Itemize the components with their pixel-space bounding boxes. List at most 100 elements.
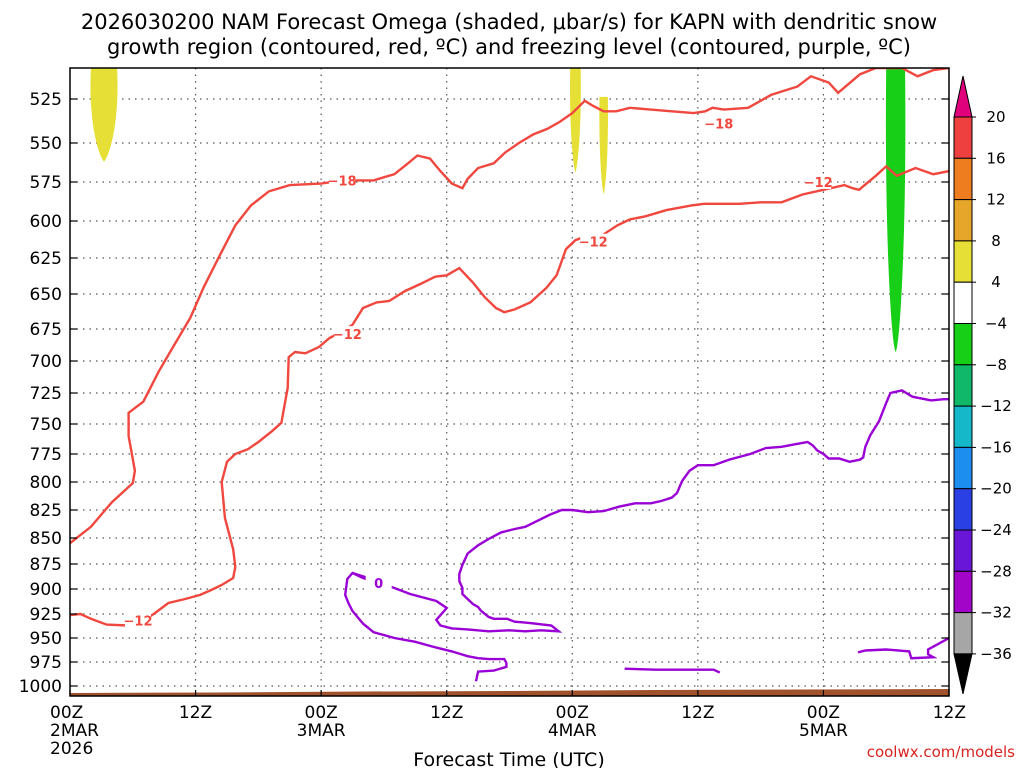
freezing-level-contour-line (624, 667, 721, 674)
gridlines (70, 68, 949, 696)
y-tick-label: 975 (30, 653, 62, 673)
colorbar-tick-label: −24 (980, 521, 1012, 539)
contour-label: −12 (124, 615, 153, 630)
contour-label: −12 (333, 328, 362, 343)
colorbar-tick-label: −16 (980, 438, 1012, 456)
y-tick-label: 950 (30, 629, 62, 649)
x-tick-label: 00Z (556, 703, 589, 723)
contour-labels: −18 −18 −12 −12 −12 −12 0 (124, 115, 833, 630)
contour-label-bg (334, 326, 361, 342)
x-tick-label: 12Z (430, 703, 463, 723)
colorbar-bin (953, 612, 973, 655)
chart-title-line-2: growth region (contoured, red, ºC) and f… (107, 35, 911, 59)
colorbar-bin (953, 570, 973, 614)
colorbar-tick-label: −36 (980, 645, 1012, 663)
y-tick-label: 650 (30, 285, 62, 305)
x-tick-label: 00Z (50, 703, 83, 723)
colorbar-bin (953, 446, 973, 490)
colorbar-bin (953, 405, 973, 448)
colorbar-bin (953, 116, 973, 159)
contour-label-bg (125, 612, 152, 628)
colorbar-tick-label: 20 (986, 108, 1005, 126)
plot-area (70, 68, 949, 696)
x-tick-label: 2MAR (50, 721, 99, 741)
y-tick-label: 625 (30, 249, 62, 269)
omega-shaded-region (90, 68, 118, 162)
colorbar-tick-label: −32 (980, 604, 1012, 622)
y-tick-label: 850 (30, 529, 62, 549)
x-tick-label: 4MAR (548, 721, 597, 741)
contour-label: −12 (804, 176, 833, 191)
colorbar-tick-label: −12 (980, 397, 1012, 415)
x-tick-label: 2026 (50, 739, 93, 759)
x-tick-label: 00Z (305, 703, 338, 723)
contour-label: −18 (328, 174, 357, 189)
contour-label-bg (805, 174, 832, 189)
omega-shaded-region (599, 96, 609, 195)
y-tick-label: 525 (30, 90, 62, 110)
y-tick-label: 675 (30, 320, 62, 340)
y-tick-label: 725 (30, 384, 62, 404)
colorbar-tick-label: −28 (980, 562, 1012, 580)
colorbar-tick-label: −4 (985, 315, 1007, 333)
terrain-surface (70, 689, 949, 696)
y-tick-label: 925 (30, 605, 62, 625)
colorbar-bin (953, 281, 973, 325)
colorbar-top-arrow (953, 75, 973, 118)
chart-title-line-1: 2026030200 NAM Forecast Omega (shaded, μ… (81, 10, 937, 34)
colorbar-tick-label: −20 (980, 480, 1012, 498)
omega-shaded-region (570, 68, 581, 173)
freezing-level-contour-line (857, 636, 949, 660)
contour-label-bg (329, 172, 356, 188)
x-tick-label: 12Z (681, 703, 714, 723)
omega-colorbar: 20 16 12 8 4 −4 −8 −12 −16 −20 −24 −28 −32 −36 (953, 75, 1012, 695)
colorbar-bin (953, 364, 973, 407)
y-tick-label: 775 (30, 445, 62, 465)
colorbar-bin (953, 240, 973, 283)
freezing-level-contour-line (351, 389, 949, 633)
colorbar-bin (953, 488, 973, 531)
x-tick-label: 00Z (807, 703, 840, 723)
y-tick-label: 700 (30, 352, 62, 372)
source-credit: coolwx.com/models (867, 743, 1015, 761)
contour-label: 0 (374, 577, 383, 592)
x-axis-label: Forecast Time (UTC) (413, 749, 604, 768)
pressure-axis: 525 550 575 600 625 650 675 700 725 750 775 800 825 8… (19, 90, 949, 697)
dgz-contour-line (70, 164, 949, 627)
contour-label-bg (705, 115, 732, 131)
colorbar-tick-label: −8 (985, 356, 1007, 374)
colorbar-tick-label: 12 (986, 191, 1005, 209)
freezing-level-contour-line (343, 571, 508, 682)
y-tick-label: 575 (30, 173, 62, 193)
y-tick-label: 750 (30, 415, 62, 435)
colorbar-bin (953, 323, 973, 366)
contour-label-bg (580, 233, 607, 249)
colorbar-bin (953, 157, 973, 201)
y-tick-label: 900 (30, 580, 62, 600)
contour-label-bg (365, 575, 392, 590)
x-tick-label: 12Z (933, 703, 966, 723)
omega-shading (90, 68, 906, 353)
colorbar-tick-label: 8 (991, 232, 1001, 250)
plot-frame (69, 67, 950, 697)
colorbar-tick-label: 16 (986, 149, 1005, 167)
contour-label: −12 (579, 236, 608, 251)
dgz-contour-line (70, 68, 949, 545)
y-tick-label: 550 (30, 134, 62, 154)
y-tick-label: 800 (30, 473, 62, 493)
colorbar-bin (953, 199, 973, 242)
y-tick-label: 1000 (19, 677, 62, 697)
x-tick-label: 12Z (179, 703, 212, 723)
y-tick-label: 875 (30, 555, 62, 575)
x-tick-label: 3MAR (297, 721, 346, 741)
colorbar-tick-label: 4 (991, 273, 1001, 291)
colorbar-bin (953, 529, 973, 572)
x-tick-label: 5MAR (799, 721, 848, 741)
omega-shaded-region (885, 68, 906, 353)
y-tick-label: 600 (30, 212, 62, 232)
contour-lines (70, 68, 949, 682)
y-tick-label: 825 (30, 501, 62, 521)
colorbar-bottom-arrow (953, 653, 973, 695)
